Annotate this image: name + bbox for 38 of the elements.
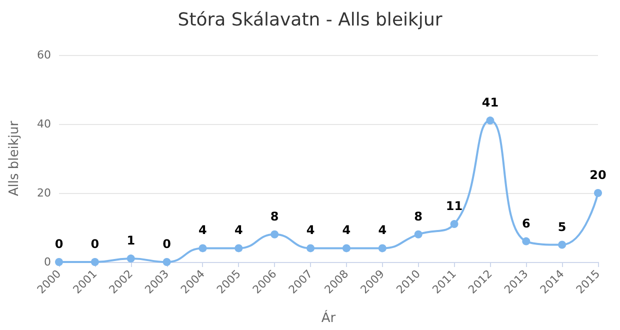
point [486, 116, 494, 125]
y-tick-label: 0 [44, 256, 51, 268]
point [522, 237, 530, 246]
point [90, 258, 99, 266]
y-tick-label: 40 [37, 118, 51, 130]
data-label: 0 [90, 237, 100, 251]
point [558, 240, 566, 249]
data-label: 1 [126, 234, 136, 248]
point [270, 230, 279, 238]
point [342, 244, 350, 252]
point [234, 244, 243, 252]
data-label: 4 [378, 223, 387, 238]
x-axis-title: Ár [321, 309, 336, 326]
point [378, 244, 386, 252]
data-label: 4 [342, 223, 351, 238]
point [594, 189, 602, 197]
point [126, 254, 135, 263]
data-label: 4 [198, 223, 207, 238]
chart-title: Stóra Skálavatn - Alls bleikjur [178, 10, 443, 30]
point [306, 244, 315, 252]
data-label: 0 [54, 237, 64, 251]
data-label: 4 [306, 223, 315, 238]
y-tick-label: 60 [37, 48, 51, 62]
data-label: 4 [234, 223, 243, 238]
data-label: 20 [590, 168, 606, 182]
data-label: 0 [162, 237, 171, 251]
data-label: 11 [446, 199, 463, 214]
point [162, 258, 171, 266]
data-label: 8 [270, 209, 279, 224]
point [198, 244, 207, 252]
data-label: 8 [414, 209, 423, 224]
point [450, 220, 458, 228]
data-label: 41 [482, 96, 499, 110]
data-label: 5 [558, 220, 566, 234]
point [414, 230, 422, 238]
y-axis-title: Alls bleikjur [7, 120, 22, 196]
data-label: 6 [522, 216, 530, 230]
y-tick-label: 20 [37, 186, 51, 200]
